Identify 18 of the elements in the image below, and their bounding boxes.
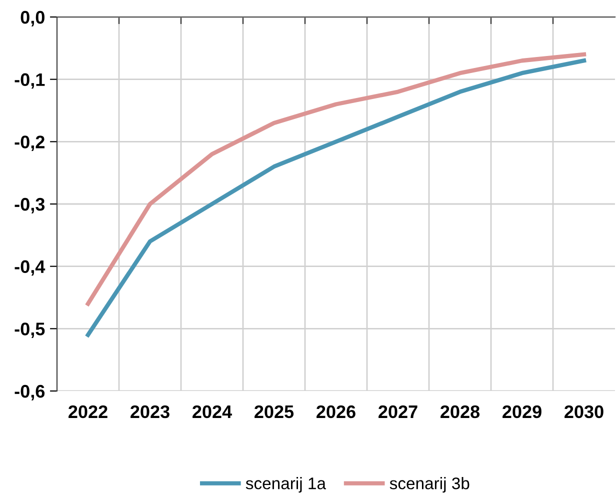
y-tick-label: -0,4 bbox=[14, 260, 46, 276]
y-tick-label: -0,5 bbox=[14, 322, 45, 338]
legend-label: scenarij 1a bbox=[246, 477, 326, 493]
y-tick-label: 0,0 bbox=[20, 10, 44, 26]
legend-label: scenarij 3b bbox=[390, 477, 470, 493]
x-tick-label: 2026 bbox=[316, 405, 356, 418]
y-tick-label: -0,2 bbox=[14, 136, 44, 152]
x-tick-label: 2029 bbox=[502, 405, 542, 418]
y-tick-label: -0,3 bbox=[14, 198, 45, 214]
y-tick-label: -0,6 bbox=[14, 384, 45, 400]
x-tick-label: 2027 bbox=[378, 405, 418, 418]
x-tick-label: 2028 bbox=[440, 405, 480, 418]
y-tick-label: -0,1 bbox=[14, 73, 45, 89]
x-tick-label: 2030 bbox=[564, 405, 604, 418]
x-tick-label: 2025 bbox=[254, 405, 294, 418]
x-tick-label: 2024 bbox=[192, 405, 232, 418]
x-tick-label: 2023 bbox=[130, 405, 170, 418]
x-tick-label: 2022 bbox=[68, 405, 108, 418]
